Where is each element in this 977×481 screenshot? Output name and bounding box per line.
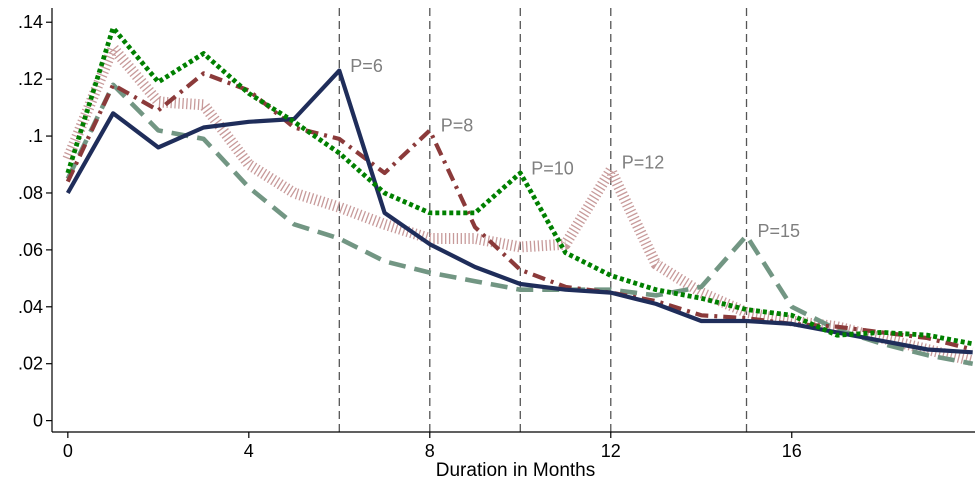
series-line-dotted	[65, 25, 974, 347]
plot-series	[62, 25, 975, 367]
x-axis-ticks: 0 4 8 12 16	[63, 432, 802, 461]
y-tick-label: .1	[28, 126, 43, 146]
reference-line-label: P=6	[350, 56, 383, 76]
reference-line-labels: P=6 P=8 P=10 P=12 P=15	[350, 56, 800, 241]
reference-line-label: P=8	[441, 116, 474, 136]
y-tick-label: .14	[18, 12, 43, 32]
x-tick-label: 4	[244, 441, 254, 461]
series-line-dashdot	[65, 71, 974, 352]
series-line-dashed	[65, 82, 974, 366]
y-tick-label: .08	[18, 183, 43, 203]
reference-line-label: P=15	[758, 221, 801, 241]
x-tick-label: 0	[63, 441, 73, 461]
y-axis-ticks: 0 .02 .04 .06 .08 .1 .12 .14	[18, 12, 52, 431]
reference-lines	[338, 8, 748, 432]
axes	[51, 8, 975, 433]
reference-line-label: P=12	[622, 153, 665, 173]
series-line-hatched	[62, 42, 975, 367]
series-line-solid	[65, 68, 973, 355]
x-tick-label: 12	[601, 441, 621, 461]
y-tick-label: .02	[18, 354, 43, 374]
y-tick-label: .04	[18, 297, 43, 317]
reference-line-label: P=10	[531, 158, 574, 178]
y-tick-label: .06	[18, 240, 43, 260]
y-tick-label: 0	[33, 411, 43, 431]
y-tick-label: .12	[18, 69, 43, 89]
x-tick-label: 16	[782, 441, 802, 461]
x-tick-label: 8	[425, 441, 435, 461]
x-axis-title: Duration in Months	[436, 460, 595, 481]
